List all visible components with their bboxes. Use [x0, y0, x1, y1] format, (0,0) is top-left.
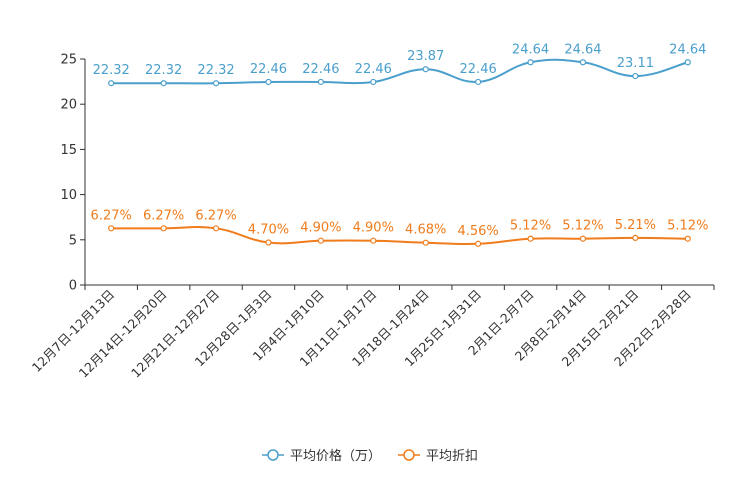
data-label: 22.46 — [250, 62, 287, 77]
data-label: 22.46 — [355, 62, 392, 77]
data-point[interactable] — [632, 234, 639, 242]
data-point[interactable] — [422, 66, 429, 73]
data-label: 5.12% — [667, 219, 708, 234]
data-point[interactable] — [684, 235, 691, 242]
data-point[interactable] — [475, 240, 482, 247]
legend-item-0[interactable]: 平均价格（万） — [262, 448, 381, 464]
data-point[interactable] — [265, 239, 272, 246]
data-point[interactable] — [317, 78, 324, 86]
data-point[interactable] — [370, 78, 377, 86]
y-tick-label: 25 — [60, 53, 77, 68]
data-label: 24.64 — [564, 42, 601, 57]
y-tick-label: 15 — [60, 143, 77, 158]
data-label: 23.87 — [407, 49, 444, 64]
data-point[interactable] — [527, 59, 534, 66]
data-point[interactable] — [422, 239, 429, 246]
legend-item-1[interactable]: 平均折扣 — [398, 449, 478, 464]
series-line-1 — [111, 226, 688, 246]
data-label: 6.27% — [143, 208, 184, 223]
data-point[interactable] — [108, 225, 115, 232]
legend-marker-icon — [403, 449, 415, 461]
data-point[interactable] — [160, 80, 167, 87]
data-point[interactable] — [632, 72, 639, 80]
data-label: 22.32 — [93, 63, 130, 78]
data-label: 4.90% — [300, 221, 341, 236]
y-tick-label: 20 — [60, 98, 77, 113]
data-point[interactable] — [160, 225, 167, 232]
data-label: 5.21% — [615, 218, 656, 233]
data-label: 4.68% — [405, 223, 446, 238]
legend-marker-icon — [267, 449, 279, 461]
legend-label: 平均价格（万） — [290, 448, 381, 464]
data-point[interactable] — [317, 237, 324, 244]
data-label: 4.90% — [353, 221, 394, 236]
data-point[interactable] — [475, 78, 482, 86]
data-label: 22.46 — [302, 62, 339, 77]
data-label: 22.32 — [197, 63, 234, 78]
x-tick-label: 12月21日-12月27日 — [128, 287, 222, 381]
legend-label: 平均折扣 — [426, 449, 478, 464]
data-label: 6.27% — [195, 208, 236, 223]
data-point[interactable] — [684, 59, 691, 66]
y-tick-label: 5 — [69, 233, 77, 248]
data-label: 22.46 — [460, 62, 497, 77]
series-line-0 — [111, 58, 689, 85]
data-label: 5.12% — [562, 219, 603, 234]
data-label: 24.64 — [512, 42, 549, 57]
data-point[interactable] — [579, 235, 587, 242]
data-point[interactable] — [527, 235, 534, 242]
data-label: 5.12% — [510, 219, 551, 234]
data-point[interactable] — [108, 80, 115, 87]
y-tick-label: 0 — [69, 279, 77, 294]
data-point[interactable] — [212, 80, 220, 87]
data-label: 22.32 — [145, 63, 182, 78]
data-label: 23.11 — [617, 56, 654, 71]
data-point[interactable] — [212, 225, 220, 232]
data-label: 6.27% — [91, 208, 132, 223]
data-point[interactable] — [265, 78, 272, 86]
data-label: 4.56% — [457, 224, 498, 239]
x-tick-label: 12月14日-12月20日 — [76, 287, 170, 381]
data-label: 4.70% — [248, 223, 289, 238]
data-point[interactable] — [579, 59, 587, 66]
data-point[interactable] — [370, 237, 377, 244]
y-tick-label: 10 — [60, 188, 77, 203]
data-label: 24.64 — [669, 42, 706, 57]
